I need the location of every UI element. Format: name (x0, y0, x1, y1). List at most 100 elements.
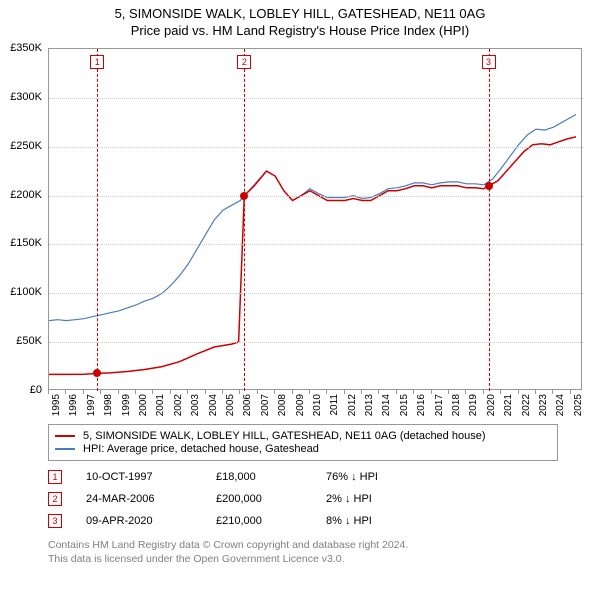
x-tick (518, 390, 519, 394)
x-tick (118, 390, 119, 394)
x-tick-label: 2017 (434, 394, 445, 416)
x-tick-label: 2004 (208, 394, 219, 416)
x-tick-label: 2008 (277, 394, 288, 416)
x-tick-label: 2024 (555, 394, 566, 416)
sale-marker-box: 1 (90, 55, 104, 69)
root: 5, SIMONSIDE WALK, LOBLEY HILL, GATESHEA… (0, 0, 600, 590)
x-tick (431, 390, 432, 394)
x-tick (344, 390, 345, 394)
x-tick (205, 390, 206, 394)
x-tick (396, 390, 397, 394)
x-tick-label: 2018 (451, 394, 462, 416)
sales-row-date: 10-OCT-1997 (86, 471, 216, 483)
attribution: Contains HM Land Registry data © Crown c… (48, 538, 408, 566)
x-tick-label: 2013 (364, 394, 375, 416)
x-tick-label: 2001 (155, 394, 166, 416)
sale-marker-dot (485, 182, 493, 190)
x-tick-label: 2025 (573, 394, 584, 416)
x-tick (83, 390, 84, 394)
x-tick (274, 390, 275, 394)
x-tick (309, 390, 310, 394)
legend-swatch (55, 448, 75, 450)
sales-row: 309-APR-2020£210,0008% ↓ HPI (48, 510, 416, 532)
y-tick-label: £50K (16, 335, 42, 347)
sales-row-marker: 1 (48, 470, 62, 484)
x-tick (448, 390, 449, 394)
x-tick-label: 2016 (416, 394, 427, 416)
plot-box: 123 (48, 48, 582, 390)
x-tick (187, 390, 188, 394)
sale-marker-dot (240, 192, 248, 200)
sales-row: 1 10-OCT-1997£18,00076% ↓ HPI (48, 466, 416, 488)
sale-marker-box: 3 (482, 55, 496, 69)
y-tick-label: £0 (30, 384, 42, 396)
y-tick-label: £100K (10, 286, 42, 298)
x-tick-label: 2011 (329, 394, 340, 416)
sales-row-marker: 3 (48, 514, 62, 528)
x-tick-label: 2006 (242, 394, 253, 416)
sale-vline (97, 49, 98, 391)
legend: 5, SIMONSIDE WALK, LOBLEY HILL, GATESHEA… (48, 424, 558, 461)
x-tick-label: 2023 (538, 394, 549, 416)
x-tick (292, 390, 293, 394)
x-tick (152, 390, 153, 394)
x-tick-label: 1998 (103, 394, 114, 416)
titles: 5, SIMONSIDE WALK, LOBLEY HILL, GATESHEA… (0, 0, 600, 38)
x-tick (65, 390, 66, 394)
x-tick-label: 1995 (51, 394, 62, 416)
gridline (49, 342, 583, 343)
line-property (49, 137, 576, 375)
x-tick (361, 390, 362, 394)
x-tick-label: 1999 (121, 394, 132, 416)
x-tick-label: 2003 (190, 394, 201, 416)
x-tick (535, 390, 536, 394)
x-tick (465, 390, 466, 394)
gridline (49, 196, 583, 197)
x-tick-label: 2007 (260, 394, 271, 416)
x-tick (378, 390, 379, 394)
y-tick-label: £350K (10, 42, 42, 54)
x-tick (570, 390, 571, 394)
sales-row-pct: 76% ↓ HPI (326, 471, 416, 483)
x-tick (500, 390, 501, 394)
x-tick (326, 390, 327, 394)
x-tick-label: 2015 (399, 394, 410, 416)
x-tick (100, 390, 101, 394)
x-tick-label: 1996 (68, 394, 79, 416)
sales-table: 1 10-OCT-1997£18,00076% ↓ HPI 2 24-MAR-2006… (48, 466, 416, 532)
x-tick-label: 2000 (138, 394, 149, 416)
gridline (49, 244, 583, 245)
legend-label: HPI: Average price, detached house, Gate… (83, 443, 319, 455)
x-tick-label: 1997 (86, 394, 97, 416)
chart-area: 123 £0£50K£100K£150K£200K£250K£300K£350K… (48, 48, 582, 390)
sales-row-marker: 2 (48, 492, 62, 506)
x-tick-label: 2012 (347, 394, 358, 416)
attribution-line1: Contains HM Land Registry data © Crown c… (48, 538, 408, 552)
x-tick (48, 390, 49, 394)
x-tick-label: 2020 (486, 394, 497, 416)
x-tick-label: 2002 (173, 394, 184, 416)
x-tick (413, 390, 414, 394)
sales-row-pct: 8% ↓ HPI (326, 515, 416, 527)
sales-row-price: £200,000 (216, 493, 326, 505)
legend-row: HPI: Average price, detached house, Gate… (55, 443, 551, 455)
x-tick (552, 390, 553, 394)
x-tick-label: 2009 (295, 394, 306, 416)
x-tick (222, 390, 223, 394)
x-tick-label: 2021 (503, 394, 514, 416)
chart-svg (49, 49, 583, 391)
y-tick-label: £300K (10, 91, 42, 103)
sale-vline (489, 49, 490, 391)
legend-swatch (55, 435, 75, 437)
gridline (49, 293, 583, 294)
sales-row-date: 24-MAR-2006 (86, 493, 216, 505)
sales-row-price: £18,000 (216, 471, 326, 483)
legend-row: 5, SIMONSIDE WALK, LOBLEY HILL, GATESHEA… (55, 430, 551, 442)
x-tick-label: 2005 (225, 394, 236, 416)
x-tick (257, 390, 258, 394)
x-tick-label: 2022 (521, 394, 532, 416)
sales-row-pct: 2% ↓ HPI (326, 493, 416, 505)
line-hpi (49, 115, 576, 321)
sale-vline (244, 49, 245, 391)
gridline (49, 98, 583, 99)
